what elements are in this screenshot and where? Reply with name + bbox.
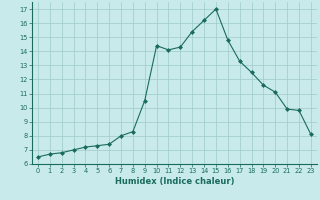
X-axis label: Humidex (Indice chaleur): Humidex (Indice chaleur) xyxy=(115,177,234,186)
